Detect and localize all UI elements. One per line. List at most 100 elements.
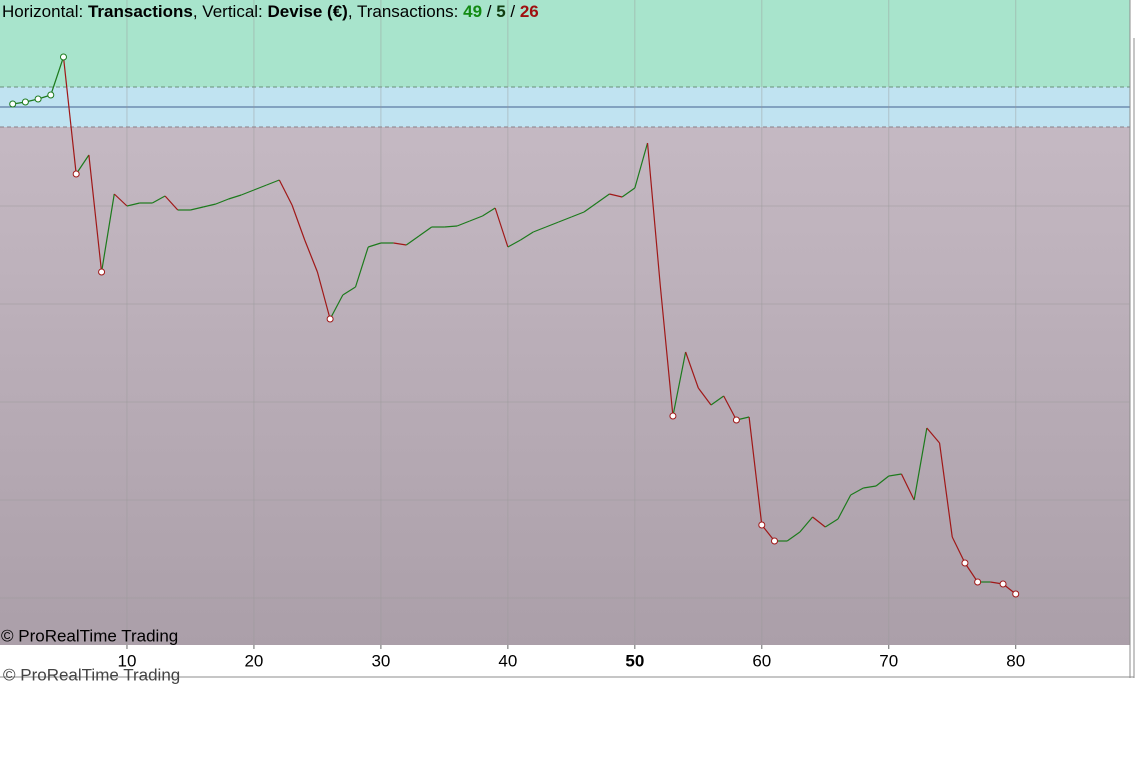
count-separator: /	[506, 2, 520, 21]
x-tick-label: 20	[244, 651, 263, 670]
equity-segment	[799, 516, 814, 533]
equity-segment	[418, 226, 433, 237]
count: 49	[463, 2, 482, 21]
equity-segment	[228, 194, 242, 200]
equity-segment	[609, 193, 623, 198]
equity-segment	[278, 179, 293, 206]
point-marker	[34, 95, 42, 103]
equity-segment	[253, 184, 267, 191]
x-tick-label: 10	[118, 651, 137, 670]
equity-segment	[444, 225, 458, 228]
equity-segment	[100, 193, 115, 273]
equity-segment	[710, 395, 725, 406]
equity-segment	[888, 473, 902, 477]
equity-segment	[533, 226, 547, 233]
equity-segment	[329, 294, 344, 320]
equity-segment	[482, 207, 496, 217]
header-text: Transactions	[88, 2, 193, 21]
equity-segment	[152, 195, 166, 204]
equity-segment	[62, 56, 77, 175]
x-tick-label: 30	[371, 651, 390, 670]
equity-segment	[812, 516, 826, 528]
equity-segment	[621, 187, 636, 198]
equity-segment	[951, 536, 966, 564]
x-tick-label: 50	[625, 651, 644, 670]
equity-segment	[938, 442, 953, 538]
point-marker	[1012, 590, 1020, 598]
point-marker	[59, 53, 67, 61]
x-tick-label: 60	[752, 651, 771, 670]
equity-segment	[558, 216, 572, 223]
watermark: © ProRealTime Trading	[1, 626, 178, 645]
equity-segment	[354, 246, 369, 288]
x-tick-label: 40	[498, 651, 517, 670]
point-marker	[669, 412, 677, 420]
equity-segment	[304, 239, 318, 273]
equity-segment	[913, 427, 928, 501]
equity-segment	[507, 239, 521, 248]
count: 5	[496, 2, 505, 21]
header-text: , Transactions:	[348, 2, 463, 21]
equity-segment	[50, 56, 65, 96]
equity-segment	[900, 473, 915, 501]
count: 26	[520, 2, 539, 21]
equity-segment	[113, 193, 128, 207]
equity-segment	[824, 518, 839, 528]
equity-segment	[697, 387, 712, 406]
profit-zone	[0, 0, 1130, 87]
equity-segment	[659, 284, 674, 417]
x-tick-label: 80	[1006, 651, 1025, 670]
header-text: Horizontal:	[2, 2, 88, 21]
equity-segment	[203, 203, 216, 208]
equity-segment	[926, 427, 941, 444]
watermark-shadow: © ProRealTime Trading	[3, 665, 180, 684]
y-axis-strip	[1130, 0, 1140, 678]
equity-segment	[672, 351, 687, 417]
equity-segment	[241, 189, 255, 196]
equity-segment	[583, 202, 598, 213]
equity-segment	[545, 221, 559, 228]
equity-segment	[342, 286, 356, 296]
equity-segment	[875, 475, 890, 487]
header-text: Devise (€)	[268, 2, 348, 21]
equity-segment	[685, 351, 699, 389]
point-marker	[758, 521, 766, 529]
equity-segment	[405, 235, 420, 246]
equity-segment	[469, 215, 483, 222]
equity-segment	[723, 395, 737, 421]
equity-segment	[126, 202, 140, 207]
point-marker	[770, 537, 778, 545]
point-marker	[72, 170, 80, 178]
point-marker	[98, 268, 106, 276]
point-marker	[326, 315, 334, 323]
point-marker	[974, 578, 982, 586]
equity-segment	[634, 142, 649, 189]
equity-segment	[316, 271, 331, 320]
equity-segment	[748, 416, 763, 526]
equity-segment	[215, 198, 229, 205]
chart-header: Horizontal: Transactions, Vertical: Devi…	[2, 2, 539, 21]
x-tick-label: 70	[879, 651, 898, 670]
point-marker	[21, 98, 29, 106]
equity-segment	[494, 207, 509, 248]
equity-segment	[291, 204, 306, 241]
equity-segment	[520, 231, 534, 241]
point-marker	[9, 100, 17, 108]
equity-segment	[190, 206, 204, 211]
point-marker	[47, 91, 55, 99]
point-marker	[999, 580, 1007, 588]
equity-segment	[786, 531, 801, 542]
equity-segment	[964, 562, 979, 583]
equity-segment	[850, 487, 864, 496]
equity-segment	[368, 242, 382, 248]
equity-segment	[596, 193, 610, 204]
equity-segment	[266, 179, 280, 186]
equity-segment	[571, 211, 585, 218]
point-marker	[732, 416, 740, 424]
equity-segment	[863, 485, 877, 489]
header-text: , Vertical:	[193, 2, 268, 21]
equity-segment	[164, 195, 179, 211]
equity-segment	[393, 242, 407, 246]
equity-segment	[88, 154, 103, 273]
